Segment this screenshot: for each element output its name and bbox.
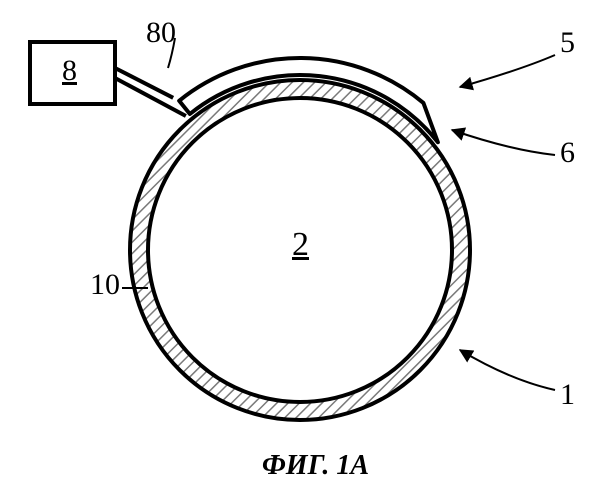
label-8: 8 (62, 54, 77, 88)
label-5: 5 (560, 26, 575, 60)
label-1: 1 (560, 378, 575, 412)
label-10: 10 (90, 268, 120, 302)
figure-canvas: 80 8 5 6 2 10 1 ФИГ. 1А (0, 0, 615, 500)
label-80: 80 (146, 16, 176, 50)
label-2: 2 (292, 226, 309, 264)
label-6: 6 (560, 136, 575, 170)
figure-caption: ФИГ. 1А (262, 450, 369, 482)
